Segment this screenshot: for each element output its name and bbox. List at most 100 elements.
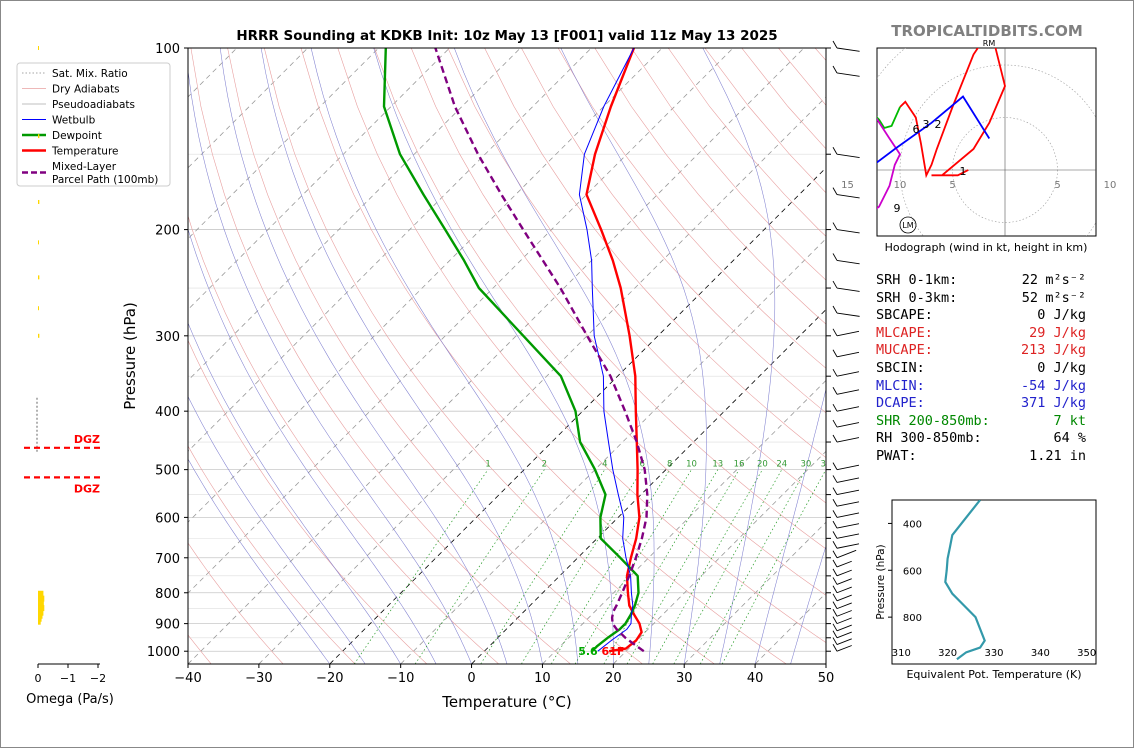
index-row: m²s⁻² SRH 0-1km: 22 bbox=[876, 272, 1086, 290]
wind-barb bbox=[832, 387, 860, 395]
mixing-ratio-line bbox=[652, 469, 763, 664]
isotherm-line bbox=[188, 48, 663, 523]
wind-barb bbox=[832, 541, 860, 549]
skewt-axes: −40 −30 −20 −10 0 10 20 30 40 50 100 200 300 400 500 60… bbox=[147, 42, 834, 686]
index-row: MLCIN: -54 J/kg bbox=[876, 378, 1086, 396]
pseudoadiabat-line bbox=[310, 48, 579, 664]
wind-barb bbox=[832, 146, 860, 159]
wind-barb bbox=[832, 475, 860, 483]
barb-flag bbox=[832, 601, 838, 609]
brand-label: TROPICALTIDBITS.COM bbox=[891, 22, 1083, 40]
dry-adiabat-line bbox=[594, 48, 826, 325]
omega-bar bbox=[38, 333, 40, 338]
y-tick-label: 600 bbox=[155, 511, 180, 526]
barb-staff bbox=[836, 194, 860, 199]
barb-flag bbox=[832, 349, 838, 358]
omega-x-tick-label: −1 bbox=[60, 672, 76, 685]
pseudoadiabat-line bbox=[790, 545, 826, 664]
index-row: MLCAPE: 29 J/kg bbox=[876, 325, 1086, 343]
isotherm-line bbox=[613, 450, 826, 664]
mixing-ratio-label: 4 bbox=[602, 460, 607, 470]
isotherm-line bbox=[188, 48, 592, 452]
index-row: RH 300-850mb: 64 % bbox=[876, 430, 1086, 448]
wind-barb bbox=[832, 403, 860, 412]
wind-barb bbox=[832, 487, 860, 496]
barb-flag bbox=[832, 280, 838, 289]
hodograph-tick-label: 5 bbox=[949, 180, 955, 191]
index-label: MLCIN: bbox=[876, 377, 925, 394]
index-row: SBCAPE: 0 J/kg bbox=[876, 307, 1086, 325]
skewt-axes-frame bbox=[187, 47, 827, 665]
hodograph-tick-label: 10 bbox=[894, 180, 907, 191]
barb-staff bbox=[836, 464, 860, 471]
index-row: PWAT: 1.21 in bbox=[876, 448, 1086, 466]
omega-xlabel: Omega (Pa/s) bbox=[26, 692, 114, 707]
barb-staff bbox=[836, 543, 860, 549]
barb-flag bbox=[832, 187, 838, 195]
chart-title: HRRR Sounding at KDKB Init: 10z May 13 [… bbox=[236, 28, 777, 44]
barb-staff bbox=[836, 624, 852, 632]
dry-adiabat-line bbox=[447, 48, 826, 504]
sounding-indices: m²s⁻² SRH 0-1km: 22 m²s⁻² SRH 0-3km: 52 SBCAPE… bbox=[876, 272, 1086, 466]
dry-adiabat-line bbox=[300, 48, 787, 664]
wind-barb bbox=[832, 434, 860, 443]
barb-staff bbox=[836, 586, 852, 594]
hodograph-tick-label: 15 bbox=[841, 180, 854, 191]
wind-barb bbox=[832, 65, 860, 77]
wind-barb bbox=[832, 568, 852, 577]
omega-bar bbox=[38, 595, 45, 602]
wind-barb bbox=[832, 623, 852, 632]
wind-barb bbox=[832, 601, 852, 610]
legend-entry-line: Dry Adiabats bbox=[52, 84, 120, 96]
theta-e-xlabel: Equivalent Pot. Temperature (K) bbox=[906, 668, 1081, 681]
barb-flag bbox=[832, 403, 838, 412]
y-tick-label: 800 bbox=[155, 587, 180, 602]
theta-e-line bbox=[944, 500, 986, 661]
isotherm-line bbox=[258, 96, 826, 664]
barb-staff bbox=[836, 638, 852, 646]
barb-flag bbox=[832, 462, 838, 470]
dgz-label: DGZ bbox=[74, 482, 100, 495]
index-row: MUCAPE: 213 J/kg bbox=[876, 342, 1086, 360]
omega-bar bbox=[38, 134, 40, 139]
legend-entry-line: Mixed-Layer bbox=[52, 161, 117, 173]
barb-staff bbox=[836, 610, 852, 617]
wind-barb bbox=[832, 510, 860, 518]
index-row: DCAPE: 371 J/kg bbox=[876, 395, 1086, 413]
barb-staff bbox=[836, 389, 860, 395]
skewt-data-lines bbox=[382, 48, 649, 653]
wind-barb bbox=[832, 349, 860, 358]
y-tick-label: 400 bbox=[155, 405, 180, 420]
index-label: SBCIN: bbox=[876, 359, 925, 376]
theta-e-frame bbox=[891, 499, 1097, 665]
barb-flag bbox=[832, 146, 838, 155]
mixing-ratio-label: 20 bbox=[757, 460, 768, 470]
barb-flag bbox=[832, 585, 838, 593]
x-tick-label: 20 bbox=[605, 671, 622, 686]
hodograph-trace bbox=[899, 48, 1006, 179]
theta-e-ylabel: Pressure (hPa) bbox=[875, 544, 887, 619]
hodograph-labels: 15 10 5 5 10 RM LM 1 236 9 bbox=[841, 39, 1116, 234]
wind-barb bbox=[832, 637, 852, 646]
mixing-ratio-label: 10 bbox=[686, 460, 697, 470]
skewt-xlabel: Temperature (°C) bbox=[441, 693, 571, 711]
y-tick-label: 1000 bbox=[147, 645, 180, 660]
pseudoadiabat-line bbox=[219, 48, 508, 664]
omega-bar bbox=[38, 275, 40, 280]
barb-staff bbox=[836, 549, 857, 559]
theta-e-y-tick-label: 800 bbox=[903, 613, 922, 624]
legend-box bbox=[16, 62, 171, 187]
barb-staff bbox=[836, 594, 852, 602]
dry-adiabat-line bbox=[188, 214, 499, 664]
height-label: 9 bbox=[894, 202, 901, 215]
x-tick-label: −20 bbox=[316, 671, 343, 686]
wind-barbs bbox=[832, 40, 860, 652]
y-tick-label: 300 bbox=[155, 330, 180, 345]
barb-flag bbox=[832, 253, 838, 261]
index-value: 1.21 in bbox=[1029, 447, 1086, 464]
index-label: MUCAPE: bbox=[876, 342, 933, 359]
omega-bar bbox=[38, 240, 39, 245]
index-label: DCAPE: bbox=[876, 395, 925, 412]
theta-e-x-tick-label: 340 bbox=[1031, 648, 1050, 659]
dry-adiabat-line bbox=[410, 48, 826, 550]
